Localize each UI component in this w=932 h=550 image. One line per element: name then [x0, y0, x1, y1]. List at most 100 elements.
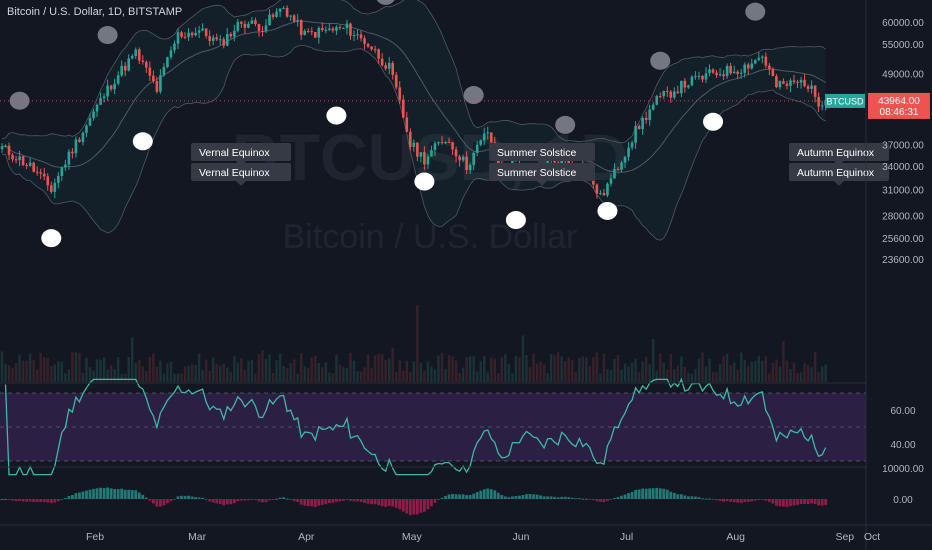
candle-body[interactable]: [739, 72, 743, 74]
candle-body[interactable]: [225, 34, 229, 46]
candle-body[interactable]: [401, 99, 405, 118]
candle-body[interactable]: [141, 60, 145, 62]
candle-body[interactable]: [0, 146, 4, 149]
candle-body[interactable]: [718, 74, 722, 76]
candle-body[interactable]: [644, 117, 648, 120]
candle-body[interactable]: [803, 79, 806, 87]
candle-body[interactable]: [715, 72, 718, 76]
candle-body[interactable]: [95, 104, 99, 112]
candle-body[interactable]: [183, 36, 187, 38]
candle-body[interactable]: [546, 159, 549, 166]
candle-body[interactable]: [729, 65, 732, 74]
candle-body[interactable]: [64, 164, 67, 168]
candle-body[interactable]: [328, 28, 331, 30]
candle-body[interactable]: [437, 142, 440, 144]
candle-body[interactable]: [123, 65, 127, 71]
candle-body[interactable]: [423, 152, 426, 165]
candle-body[interactable]: [109, 85, 113, 90]
candle-body[interactable]: [694, 76, 697, 78]
candle-body[interactable]: [247, 23, 250, 28]
candle-body[interactable]: [782, 81, 785, 84]
candle-body[interactable]: [370, 46, 373, 50]
candle-body[interactable]: [359, 34, 363, 39]
candle-body[interactable]: [113, 83, 116, 90]
candle-body[interactable]: [599, 193, 602, 195]
candle-body[interactable]: [658, 96, 662, 98]
candle-body[interactable]: [673, 91, 676, 98]
candle-body[interactable]: [296, 19, 299, 22]
candle-body[interactable]: [683, 80, 687, 88]
candle-body[interactable]: [218, 39, 222, 41]
candle-body[interactable]: [701, 75, 704, 80]
candle-body[interactable]: [236, 21, 240, 31]
candle-body[interactable]: [25, 165, 28, 167]
candle-body[interactable]: [46, 176, 50, 186]
candle-body[interactable]: [637, 126, 641, 130]
candle-body[interactable]: [366, 43, 370, 47]
candle-body[interactable]: [303, 30, 307, 35]
candle-body[interactable]: [331, 28, 335, 31]
candle-body[interactable]: [651, 104, 655, 110]
candle-body[interactable]: [398, 87, 402, 100]
candle-body[interactable]: [201, 28, 204, 31]
candle-body[interactable]: [204, 28, 208, 37]
candle-body[interactable]: [416, 142, 419, 157]
candle-body[interactable]: [757, 57, 761, 60]
candle-body[interactable]: [92, 111, 95, 119]
candle-body[interactable]: [268, 14, 271, 26]
candle-body[interactable]: [289, 15, 292, 17]
candle-body[interactable]: [454, 149, 458, 157]
candle-body[interactable]: [373, 49, 377, 51]
candle-body[interactable]: [810, 85, 813, 89]
candle-body[interactable]: [243, 23, 247, 28]
candle-body[interactable]: [743, 64, 747, 73]
candle-body[interactable]: [190, 32, 194, 36]
candle-body[interactable]: [257, 23, 261, 31]
candle-body[interactable]: [152, 75, 155, 82]
candle-body[interactable]: [771, 69, 775, 77]
candle-body[interactable]: [145, 61, 148, 68]
candle-body[interactable]: [240, 21, 243, 24]
candle-body[interactable]: [465, 156, 468, 170]
candle-body[interactable]: [345, 23, 349, 29]
candle-body[interactable]: [458, 156, 461, 161]
candle-body[interactable]: [409, 131, 412, 147]
candle-body[interactable]: [78, 139, 81, 142]
candle-body[interactable]: [173, 43, 176, 51]
candle-body[interactable]: [817, 96, 820, 107]
candle-body[interactable]: [630, 142, 634, 148]
candle-body[interactable]: [806, 86, 810, 89]
candle-body[interactable]: [391, 62, 395, 75]
candle-body[interactable]: [595, 184, 599, 194]
candle-body[interactable]: [148, 67, 152, 76]
candle-body[interactable]: [662, 91, 666, 97]
candle-body[interactable]: [53, 182, 57, 192]
candle-body[interactable]: [778, 81, 782, 88]
candle-body[interactable]: [28, 162, 32, 166]
candle-body[interactable]: [215, 37, 219, 40]
candle-body[interactable]: [697, 75, 701, 77]
candle-body[interactable]: [680, 80, 683, 94]
candle-body[interactable]: [444, 141, 447, 144]
candle-body[interactable]: [486, 132, 490, 134]
candle-body[interactable]: [4, 145, 7, 147]
candle-body[interactable]: [440, 142, 444, 144]
candle-body[interactable]: [820, 105, 824, 107]
candle-body[interactable]: [349, 23, 352, 36]
candle-body[interactable]: [475, 144, 479, 153]
candle-body[interactable]: [412, 142, 416, 147]
candle-body[interactable]: [387, 62, 391, 69]
candle-body[interactable]: [208, 36, 211, 41]
candle-body[interactable]: [665, 91, 669, 93]
candle-body[interactable]: [342, 28, 345, 30]
candle-body[interactable]: [57, 175, 60, 183]
candle-body[interactable]: [690, 76, 694, 86]
candle-body[interactable]: [60, 167, 64, 176]
candle-body[interactable]: [67, 151, 71, 165]
candle-body[interactable]: [49, 185, 53, 192]
candle-body[interactable]: [299, 19, 303, 35]
candle-body[interactable]: [736, 71, 739, 74]
candle-body[interactable]: [711, 69, 715, 73]
candle-body[interactable]: [169, 50, 173, 58]
